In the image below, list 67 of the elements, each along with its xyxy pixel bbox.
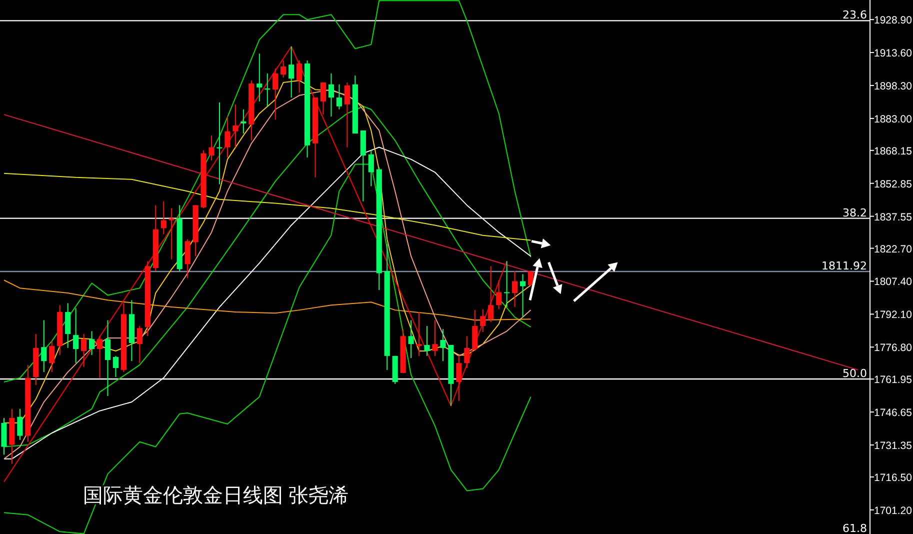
candlestick [136,326,142,364]
candlestick [496,280,502,310]
y-tick-label: 1716.50 [874,472,912,484]
y-tick-label: 1928.90 [874,14,912,27]
y-tick-label: 1746.65 [874,407,912,420]
candlestick [344,82,350,148]
candlestick [232,104,238,148]
y-tick-label: 1776.80 [874,342,912,354]
candlestick [81,333,87,368]
candlestick [440,328,446,362]
candlestick [256,53,262,102]
candlestick [224,116,230,158]
candlestick [240,108,246,134]
annotation: 50.0 [842,366,867,380]
candlestick [504,260,510,308]
candlestick [184,238,190,279]
candlestick [1,417,7,456]
candlestick [520,274,526,318]
y-tick-label: 1898.30 [874,80,912,92]
candlestick [96,336,103,378]
ref-line-label: 1811.92 [822,259,867,272]
candlestick [424,326,430,356]
y-tick-label: 1868.15 [874,145,912,158]
candlestick [512,270,518,308]
candlestick [112,355,119,378]
annotation: 61.8 [842,522,867,534]
candlestick [480,308,486,333]
candlestick [17,408,23,440]
candlestick [272,68,278,120]
candlestick [456,354,462,402]
candlestick [408,320,414,359]
y-tick-label: 1731.35 [874,440,912,452]
candlestick [328,72,334,117]
candlestick [216,102,222,185]
candlestick [416,312,422,356]
candlestick [320,82,326,116]
y-tick-label: 1883.00 [874,113,912,126]
candlestick [73,308,79,364]
candlestick [88,330,95,356]
y-tick-label: 1701.20 [874,504,912,517]
candlestick [41,320,47,373]
annotation: 38.2 [842,206,867,220]
y-tick-label: 1852.85 [874,178,912,190]
candlestick [368,150,374,187]
candlestick [160,200,166,235]
candlestick [336,84,342,110]
y-tick-label: 1761.95 [874,374,912,386]
candlestick [264,72,270,107]
annotation: 23.6 [842,8,867,22]
candlestick [528,270,534,287]
y-tick-label: 1837.55 [874,211,912,224]
candlestick [296,60,302,94]
y-tick-label: 1807.40 [874,276,912,288]
candlestick [65,302,71,348]
candlestick [464,336,470,368]
candlestick [280,60,286,78]
candlestick [104,320,111,396]
candlestick [49,340,55,373]
y-tick-label: 1792.10 [874,309,912,322]
candlestick [472,310,478,352]
candlestick [288,46,294,98]
y-tick-label: 1822.70 [874,243,912,256]
candlestick [432,320,438,356]
y-tick-label: 1913.60 [874,48,912,60]
candlestick [168,208,174,260]
candlestick [488,266,494,323]
candlestick [208,134,214,161]
